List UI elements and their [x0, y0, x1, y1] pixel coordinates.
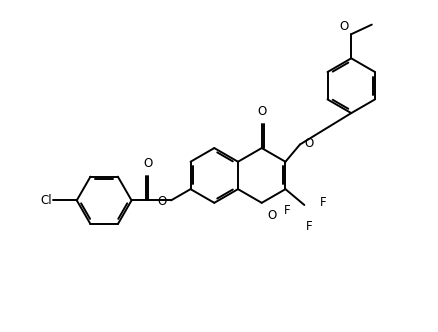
- Text: O: O: [257, 105, 266, 118]
- Text: Cl: Cl: [40, 194, 52, 207]
- Text: O: O: [143, 157, 152, 170]
- Text: F: F: [306, 220, 312, 233]
- Text: O: O: [339, 20, 348, 33]
- Text: O: O: [157, 195, 166, 208]
- Text: O: O: [304, 137, 314, 150]
- Text: F: F: [283, 204, 290, 217]
- Text: F: F: [319, 196, 326, 209]
- Text: O: O: [267, 208, 277, 221]
